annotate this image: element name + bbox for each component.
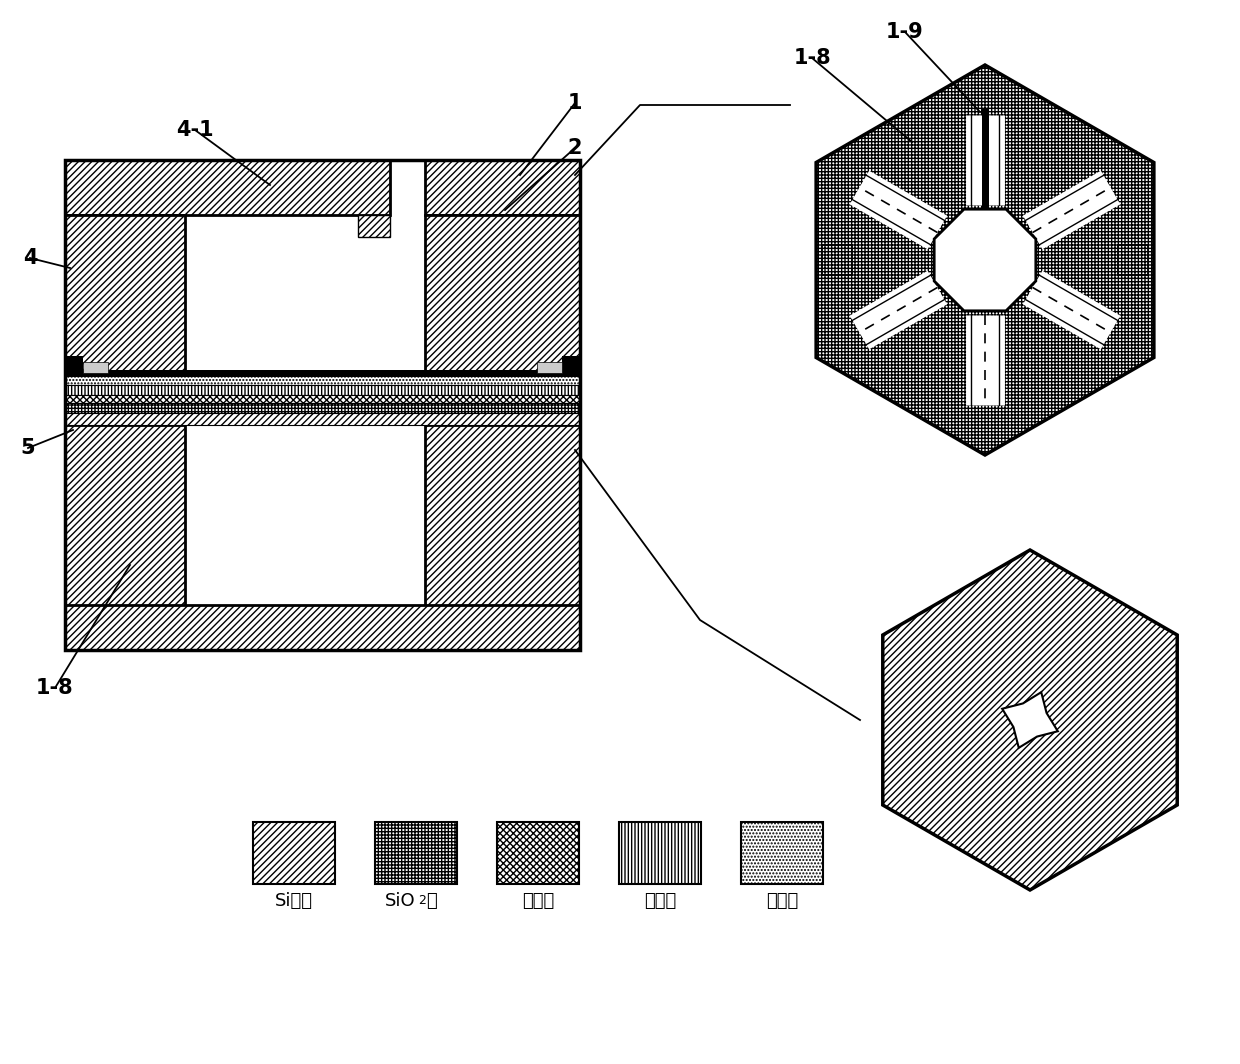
Bar [822,245,852,275]
Bar [64,215,185,380]
Bar [64,413,580,425]
Polygon shape [1002,693,1058,748]
Text: 4-1: 4-1 [176,120,213,140]
Bar [562,356,580,372]
Text: 5: 5 [21,438,35,458]
Bar [982,109,988,210]
Text: 1-8: 1-8 [794,48,831,68]
Bar [64,605,580,650]
Text: 压电层: 压电层 [644,892,676,910]
Bar [64,160,580,650]
Polygon shape [934,210,1035,311]
Polygon shape [883,550,1177,890]
Text: Si衡底: Si衡底 [275,892,312,910]
Bar [358,215,391,237]
Bar [64,356,83,372]
Text: 1-8: 1-8 [36,678,74,698]
Text: SiO: SiO [386,892,415,910]
Bar [742,822,823,884]
Bar [253,822,335,884]
Bar [64,385,580,395]
Text: 1-9: 1-9 [887,22,924,41]
Text: 电极层: 电极层 [522,892,554,910]
Bar [64,376,580,385]
Text: 2: 2 [568,138,583,157]
Bar [64,160,391,215]
Bar [64,370,580,376]
Text: 层: 层 [427,892,436,910]
Bar [497,822,579,884]
Bar [425,425,580,650]
Bar [83,362,108,373]
Bar [64,425,185,650]
Bar [374,822,458,884]
Text: 4: 4 [22,248,37,268]
Bar [425,215,580,380]
Bar [64,403,580,413]
Bar [64,395,580,403]
Text: 2: 2 [418,894,425,907]
Polygon shape [816,65,1154,455]
Bar [1118,245,1148,275]
Bar [425,160,580,215]
Bar [619,822,701,884]
Text: 1: 1 [568,93,583,113]
Text: 金电极: 金电极 [766,892,799,910]
Bar [537,362,562,373]
